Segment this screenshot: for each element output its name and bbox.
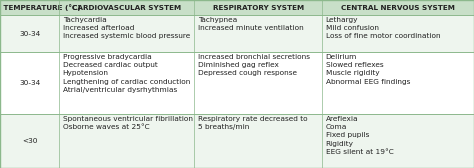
Text: Delirium
Slowed reflexes
Muscle rigidity
Abnormal EEG findings: Delirium Slowed reflexes Muscle rigidity… (326, 54, 410, 85)
Text: Tachycardia
Increased afterload
Increased systemic blood pressure: Tachycardia Increased afterload Increase… (63, 17, 190, 39)
Bar (59, 52, 194, 114)
Bar (59, 0, 194, 15)
Text: RESPIRATORY SYSTEM: RESPIRATORY SYSTEM (213, 5, 304, 11)
Bar (0, 114, 59, 168)
Text: Respiratory rate decreased to
5 breaths/min: Respiratory rate decreased to 5 breaths/… (198, 116, 307, 130)
Bar (0, 15, 59, 52)
Text: 30-34: 30-34 (19, 80, 40, 86)
Text: Areflexia
Coma
Fixed pupils
Rigidity
EEG silent at 19°C: Areflexia Coma Fixed pupils Rigidity EEG… (326, 116, 393, 155)
Bar (322, 52, 474, 114)
Text: CARDIOVASCULAR SYSTEM: CARDIOVASCULAR SYSTEM (72, 5, 182, 11)
Text: Tachypnea
Increased minute ventilation: Tachypnea Increased minute ventilation (198, 17, 303, 31)
Bar (0, 0, 59, 15)
Bar (322, 0, 474, 15)
Text: CENTRAL NERVOUS SYSTEM: CENTRAL NERVOUS SYSTEM (341, 5, 455, 11)
Text: Increased bronchial secretions
Diminished gag reflex
Depressed cough response: Increased bronchial secretions Diminishe… (198, 54, 310, 76)
Text: <30: <30 (22, 138, 37, 144)
Bar (59, 15, 194, 52)
Text: Lethargy
Mild confusion
Loss of fine motor coordination: Lethargy Mild confusion Loss of fine mot… (326, 17, 440, 39)
Bar (194, 52, 322, 114)
Bar (194, 114, 322, 168)
Text: Spontaneous ventricular fibrillation
Osborne waves at 25°C: Spontaneous ventricular fibrillation Osb… (63, 116, 192, 130)
Text: Progressive bradycardia
Decreased cardiac output
Hypotension
Lengthening of card: Progressive bradycardia Decreased cardia… (63, 54, 190, 93)
Text: 30-34: 30-34 (19, 31, 40, 37)
Bar (322, 114, 474, 168)
Bar (194, 0, 322, 15)
Bar (0, 52, 59, 114)
Bar (59, 114, 194, 168)
Bar (322, 15, 474, 52)
Bar (194, 15, 322, 52)
Text: CORE TEMPERATURE (°C): CORE TEMPERATURE (°C) (0, 4, 81, 11)
